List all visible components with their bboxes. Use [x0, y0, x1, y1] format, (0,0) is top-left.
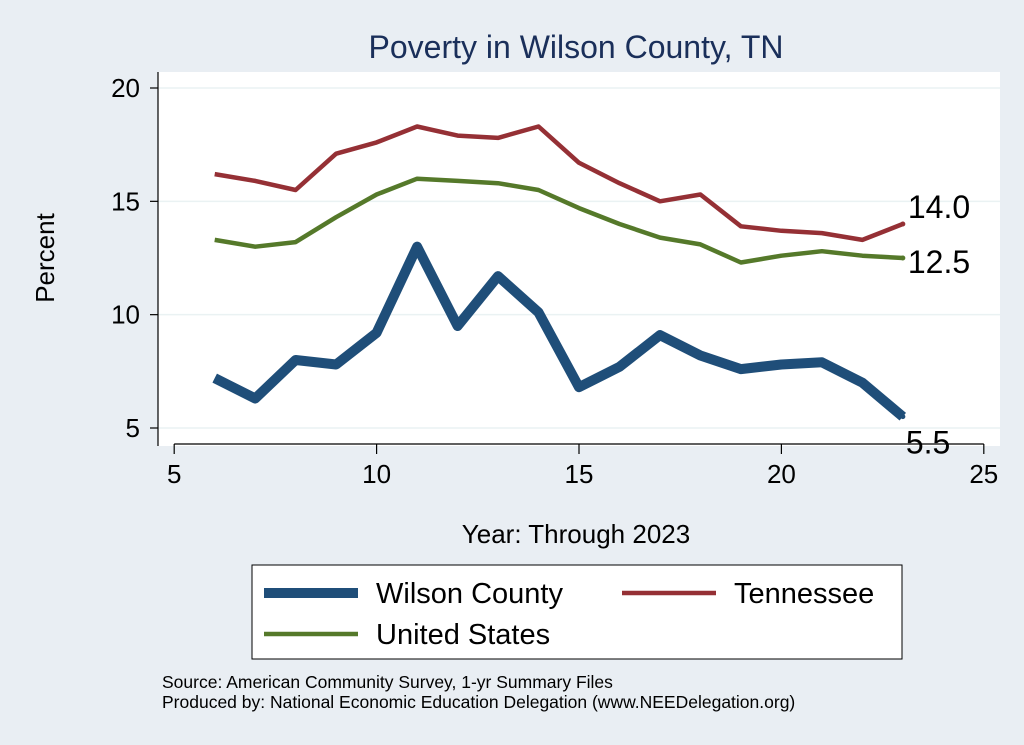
- x-tick-label: 10: [362, 459, 391, 489]
- series-end-point: [900, 221, 906, 227]
- x-axis-title: Year: Through 2023: [462, 519, 690, 549]
- source-note: Source: American Community Survey, 1-yr …: [162, 672, 613, 692]
- legend-label: Tennessee: [734, 578, 874, 610]
- gridlines: [158, 87, 1000, 429]
- end-value-label: 12.5: [908, 244, 970, 280]
- chart-title: Poverty in Wilson County, TN: [369, 29, 784, 65]
- x-tick-label: 15: [565, 459, 594, 489]
- end-value-label: 14.0: [908, 189, 970, 225]
- y-tick-label: 5: [126, 413, 140, 443]
- series-line-wilson-county: [212, 241, 907, 421]
- x-tick-label: 5: [167, 459, 181, 489]
- legend-box: [251, 564, 903, 660]
- producer-note: Produced by: National Economic Education…: [162, 692, 795, 712]
- series-line-united-states: [214, 176, 903, 265]
- end-value-label: 5.5: [906, 425, 950, 461]
- y-axis-title: Percent: [30, 212, 60, 302]
- x-tick-label: 25: [969, 459, 998, 489]
- legend-label: Wilson County: [376, 578, 563, 610]
- series-line-tennessee: [214, 124, 904, 243]
- legend: Wilson County Tennessee United States: [251, 564, 903, 660]
- y-tick-label: 15: [111, 186, 140, 216]
- series-end-point: [900, 414, 906, 420]
- axes: 5 10 15 20 5 10 15 20 25: [111, 72, 998, 489]
- series-layer: 5.5 14.0 12.5: [212, 124, 970, 461]
- legend-label: United States: [376, 619, 550, 651]
- series-end-point: [900, 255, 906, 261]
- y-tick-label: 10: [111, 300, 140, 330]
- y-tick-label: 20: [111, 73, 140, 103]
- x-tick-label: 20: [767, 459, 796, 489]
